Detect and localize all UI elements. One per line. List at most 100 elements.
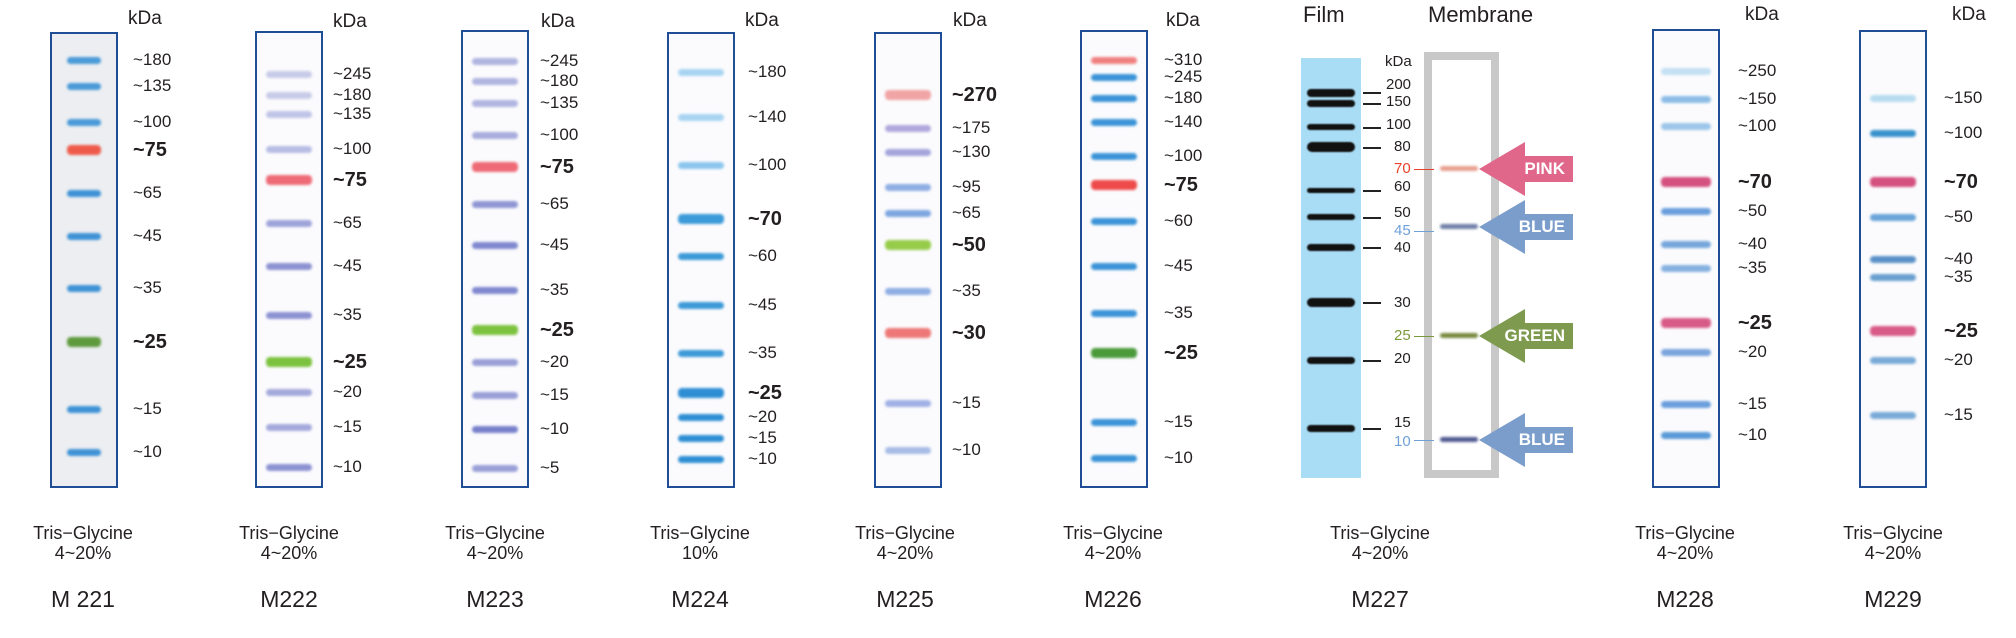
band-size-label: ~10 [748,449,777,468]
band-size-label: ~35 [133,278,162,297]
film-title: Film [1303,2,1345,27]
band-size-label: ~15 [1944,405,1973,424]
ladder-band [67,448,101,456]
band-size-label: ~15 [1164,412,1193,431]
ladder-band [472,200,518,208]
ladder-band [266,311,312,319]
ladder-band [1661,264,1711,272]
ladder-band [266,423,312,431]
band-size-label: ~100 [748,155,787,174]
ladder-band [67,232,101,240]
ladder-band [472,57,518,65]
ladder-band [678,161,724,169]
band-size-label: ~135 [333,104,372,123]
band-size-label: ~75 [540,156,574,178]
band-size-label: ~180 [748,62,787,81]
band-size-label: ~5 [540,458,560,477]
marker-tick [1363,127,1381,129]
marker-label: 10 [1394,433,1411,450]
ladder-band [472,241,518,249]
ladder-band [67,82,101,90]
ladder-band [678,301,724,309]
marker-tick [1363,428,1381,430]
band-size-label: ~20 [333,382,362,401]
band-size-label: ~135 [133,76,172,95]
ladder-band [1091,217,1137,225]
ladder-band [266,175,312,185]
ladder-band [678,455,724,463]
film-band [1307,424,1355,432]
band-size-label: ~50 [952,234,986,256]
ladder-band [1870,356,1916,364]
ladder-band [1091,180,1137,190]
band-size-label: ~130 [952,142,991,161]
band-size-label: ~25 [333,351,367,373]
gel-buffer-label: Tris−Glycine [650,523,750,543]
kda-unit-label: kDa [333,11,367,32]
ladder-band [1091,418,1137,426]
band-size-label: ~100 [1738,116,1777,135]
marker-label: 30 [1394,294,1411,311]
band-size-label: ~75 [333,169,367,191]
band-size-label: ~65 [540,194,569,213]
gel-buffer-label: Tris−Glycine [1843,523,1943,543]
marker-label: 100 [1386,116,1412,133]
gel-percent-label: 4~20% [260,543,318,563]
marker-tick [1363,92,1381,94]
ladder-band [472,286,518,294]
ladder-band [1661,240,1711,248]
membrane-band [1440,224,1478,229]
band-size-label: ~10 [952,440,981,459]
ladder-band [1870,273,1916,281]
ladder-band [472,77,518,85]
band-size-label: ~25 [133,331,167,353]
band-size-label: ~15 [333,417,362,436]
membrane-title: Membrane [1428,2,1534,27]
film-band [1307,187,1355,193]
marker-tick [1414,169,1434,170]
ladder-band [67,56,101,64]
ladder-band [1661,400,1711,408]
ladder-name: M228 [1656,586,1714,612]
band-size-label: ~70 [748,208,782,230]
marker-tick [1414,336,1434,337]
membrane-band [1440,333,1478,338]
band-size-label: ~100 [1164,146,1203,165]
band-size-label: ~35 [1944,267,1973,286]
ladder-band [1661,177,1711,187]
ladder-band [678,68,724,76]
marker-tick [1363,360,1381,362]
membrane-strip [1424,52,1499,478]
band-size-label: ~60 [1164,211,1193,230]
gel-percent-label: 4~20% [54,543,112,563]
ladder-band [67,118,101,126]
ladder-name: M 221 [51,586,115,612]
ladder-band [1870,255,1916,263]
gel-percent-label: 4~20% [1864,543,1922,563]
gel-buffer-label: Tris−Glycine [855,523,955,543]
ladder-name: M225 [876,586,934,612]
band-size-label: ~10 [1738,425,1767,444]
band-size-label: ~20 [748,407,777,426]
film-band [1307,243,1355,251]
band-size-label: ~65 [952,203,981,222]
gel-buffer-label: Tris−Glycine [33,523,133,543]
band-size-label: ~245 [540,51,579,70]
band-size-label: ~25 [1164,342,1198,364]
ladder-band [266,91,312,99]
band-size-label: ~10 [133,442,162,461]
ladder-band [67,284,101,292]
band-size-label: ~20 [1738,342,1767,361]
ladder-band [885,399,931,407]
band-size-label: ~180 [333,85,372,104]
band-size-label: ~10 [333,457,362,476]
band-size-label: ~250 [1738,61,1777,80]
kda-unit-label: kDa [1385,53,1412,70]
ladder-band [266,388,312,396]
ladder-band [1661,122,1711,130]
band-size-label: ~65 [133,183,162,202]
ladder-band [266,70,312,78]
band-size-label: ~15 [540,385,569,404]
band-size-label: ~180 [1164,88,1203,107]
band-size-label: ~20 [540,352,569,371]
